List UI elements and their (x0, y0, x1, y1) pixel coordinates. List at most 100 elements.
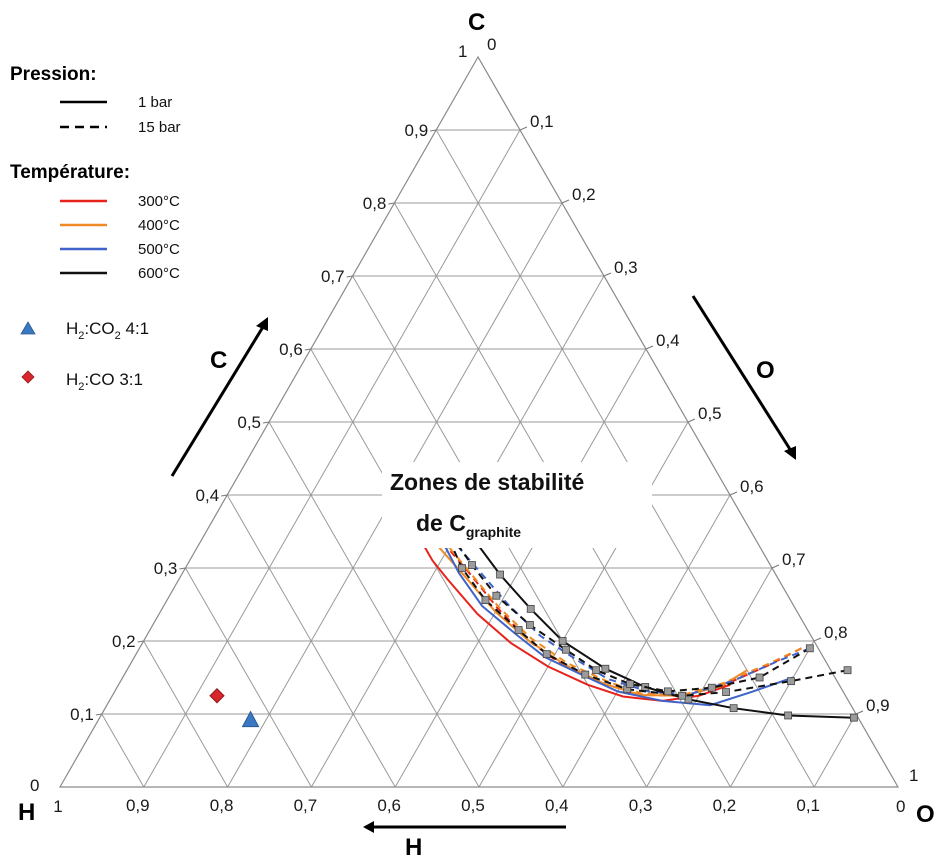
grid-line-o-9 (813, 713, 857, 788)
tick-mark-o-8 (813, 637, 822, 642)
series-line-0 (423, 545, 731, 702)
annotation-background (382, 462, 652, 548)
series-marker-8-3 (663, 687, 672, 696)
series-marker-7-6 (542, 650, 551, 659)
tick-label-c-6: 0,6 (279, 340, 303, 359)
tick-mark-o-3 (603, 272, 612, 277)
tick-label-h-5: 0,5 (461, 796, 485, 815)
tick-mark-c-3 (179, 567, 186, 570)
tick-label-o-2: 0,2 (572, 185, 596, 204)
tick-label-o-3: 0,3 (614, 258, 638, 277)
tick-mark-c-7 (346, 275, 353, 278)
legend-label-15bar: 15 bar (138, 119, 181, 136)
series-marker-8-9 (468, 561, 476, 569)
feed-point-h2co (209, 688, 225, 704)
tick-mark-o-9 (855, 710, 864, 715)
legend-label-h2co2: H2:CO2 4:1 (66, 319, 149, 342)
stability-zone-de-c: de C (416, 510, 466, 536)
tick-label-c-2: 0,2 (112, 632, 136, 651)
series-marker-7-5 (581, 670, 590, 679)
legend-triangle-icon (20, 321, 36, 335)
series-marker-7-8 (481, 596, 490, 605)
tick-mark-c-9 (430, 129, 437, 132)
legend-label-h2co: H2:CO 3:1 (66, 370, 143, 393)
tick-label-c-4: 0,4 (196, 486, 220, 505)
series-lines (423, 526, 858, 722)
tick-label-c-5: 0,5 (237, 413, 261, 432)
series-marker-8-7 (525, 621, 534, 629)
tick-mark-c-6 (304, 348, 311, 351)
stability-zone-subtitle: de Cgraphite (416, 510, 521, 540)
tick-label-top-0: 0 (487, 35, 496, 54)
series-marker-8-1 (755, 673, 764, 682)
grid-line-h-7 (184, 567, 312, 788)
series-marker-7-2 (722, 688, 730, 696)
tick-label-left-1: 1 (53, 797, 62, 816)
grid-line-o-5 (478, 421, 689, 788)
series-marker-8-4 (626, 680, 635, 688)
series-marker-7-7 (514, 626, 523, 634)
arrow-label-c: C (210, 347, 227, 374)
series-marker-8-6 (562, 645, 570, 654)
series-marker-7-0 (843, 666, 852, 675)
arrow-h (363, 821, 566, 833)
tick-mark-o-4 (645, 345, 654, 350)
grid-line-h-8 (143, 640, 229, 788)
tick-label-h-9: 0,9 (126, 796, 150, 815)
series-marker-7-9 (458, 564, 466, 572)
tick-label-top-1: 1 (458, 42, 467, 61)
series-marker-6-0 (850, 713, 858, 722)
series-line-8 (452, 538, 811, 693)
tick-label-h-6: 0,6 (377, 796, 401, 815)
legend-label-500: 500°C (138, 241, 180, 258)
feed-point-h2co2 (241, 710, 260, 728)
series-marker-6-6 (558, 637, 567, 645)
grid-line-h-1 (435, 129, 815, 788)
tick-mark-o-1 (519, 126, 528, 131)
feed-points (209, 688, 260, 728)
series-marker-8-0 (805, 644, 814, 653)
arrow-c (170, 317, 268, 477)
series-marker-6-2 (729, 704, 738, 713)
stability-zone-graphite: graphite (466, 524, 521, 540)
tick-label-h-4: 0,4 (545, 796, 569, 815)
corner-label-h: H (18, 799, 35, 826)
tick-label-o-8: 0,8 (824, 623, 848, 642)
grid-line-h-5 (268, 421, 480, 788)
tick-mark-c-2 (137, 640, 144, 643)
grid-line-o-6 (562, 494, 731, 788)
legend-label-600: 600°C (138, 265, 180, 282)
tick-label-h-3: 0,3 (629, 796, 653, 815)
tick-label-h-1: 0,1 (796, 796, 820, 815)
tick-mark-c-5 (262, 421, 270, 424)
tick-label-right-1: 1 (909, 766, 918, 785)
series-marker-7-1 (787, 677, 795, 686)
grid-line-h-9 (101, 713, 145, 788)
series-marker-8-2 (707, 683, 716, 692)
tick-label-o-6: 0,6 (740, 477, 764, 496)
tick-label-left-0: 0 (30, 776, 39, 795)
tick-label-c-1: 0,1 (70, 705, 94, 724)
tick-label-o-7: 0,7 (782, 550, 806, 569)
grid-line-h-6 (226, 494, 396, 788)
stability-zone-title: Zones de stabilité (390, 469, 584, 495)
legend-label-400: 400°C (138, 217, 180, 234)
series-marker-7-3 (678, 691, 686, 700)
tick-label-o-5: 0,5 (698, 404, 722, 423)
tick-mark-o-7 (771, 564, 780, 569)
legend-label-300: 300°C (138, 193, 180, 210)
legend-label-1bar: 1 bar (138, 94, 172, 111)
legend-temperature-title: Température: (10, 162, 130, 183)
tick-label-h-7: 0,7 (294, 796, 318, 815)
arrow-label-o: O (756, 357, 775, 384)
tick-mark-o-5 (687, 418, 696, 423)
series-line-2 (433, 541, 748, 697)
series-marker-6-7 (526, 604, 535, 613)
tick-label-o-4: 0,4 (656, 331, 680, 350)
tick-label-right-0: 0 (896, 797, 905, 816)
series-marker-6-5 (601, 664, 610, 673)
series-line-6 (466, 529, 854, 719)
tick-label-c-9: 0,9 (405, 121, 429, 140)
grid-line-o-7 (646, 567, 773, 788)
